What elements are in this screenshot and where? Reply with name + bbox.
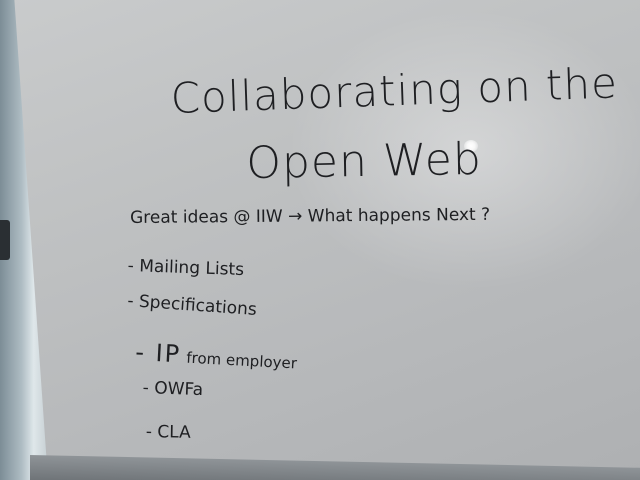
list-item: - Mailing Lists xyxy=(127,256,245,281)
marker-tray xyxy=(0,220,10,260)
list-item: - CLA xyxy=(145,422,191,443)
light-glare xyxy=(464,140,478,152)
list-item: - OWFa xyxy=(142,378,204,401)
title-line-2: Open Web xyxy=(245,133,483,189)
list-item-prefix: - IP xyxy=(134,338,182,369)
subtitle: Great ideas @ IIW → What happens Next ? xyxy=(129,204,491,228)
